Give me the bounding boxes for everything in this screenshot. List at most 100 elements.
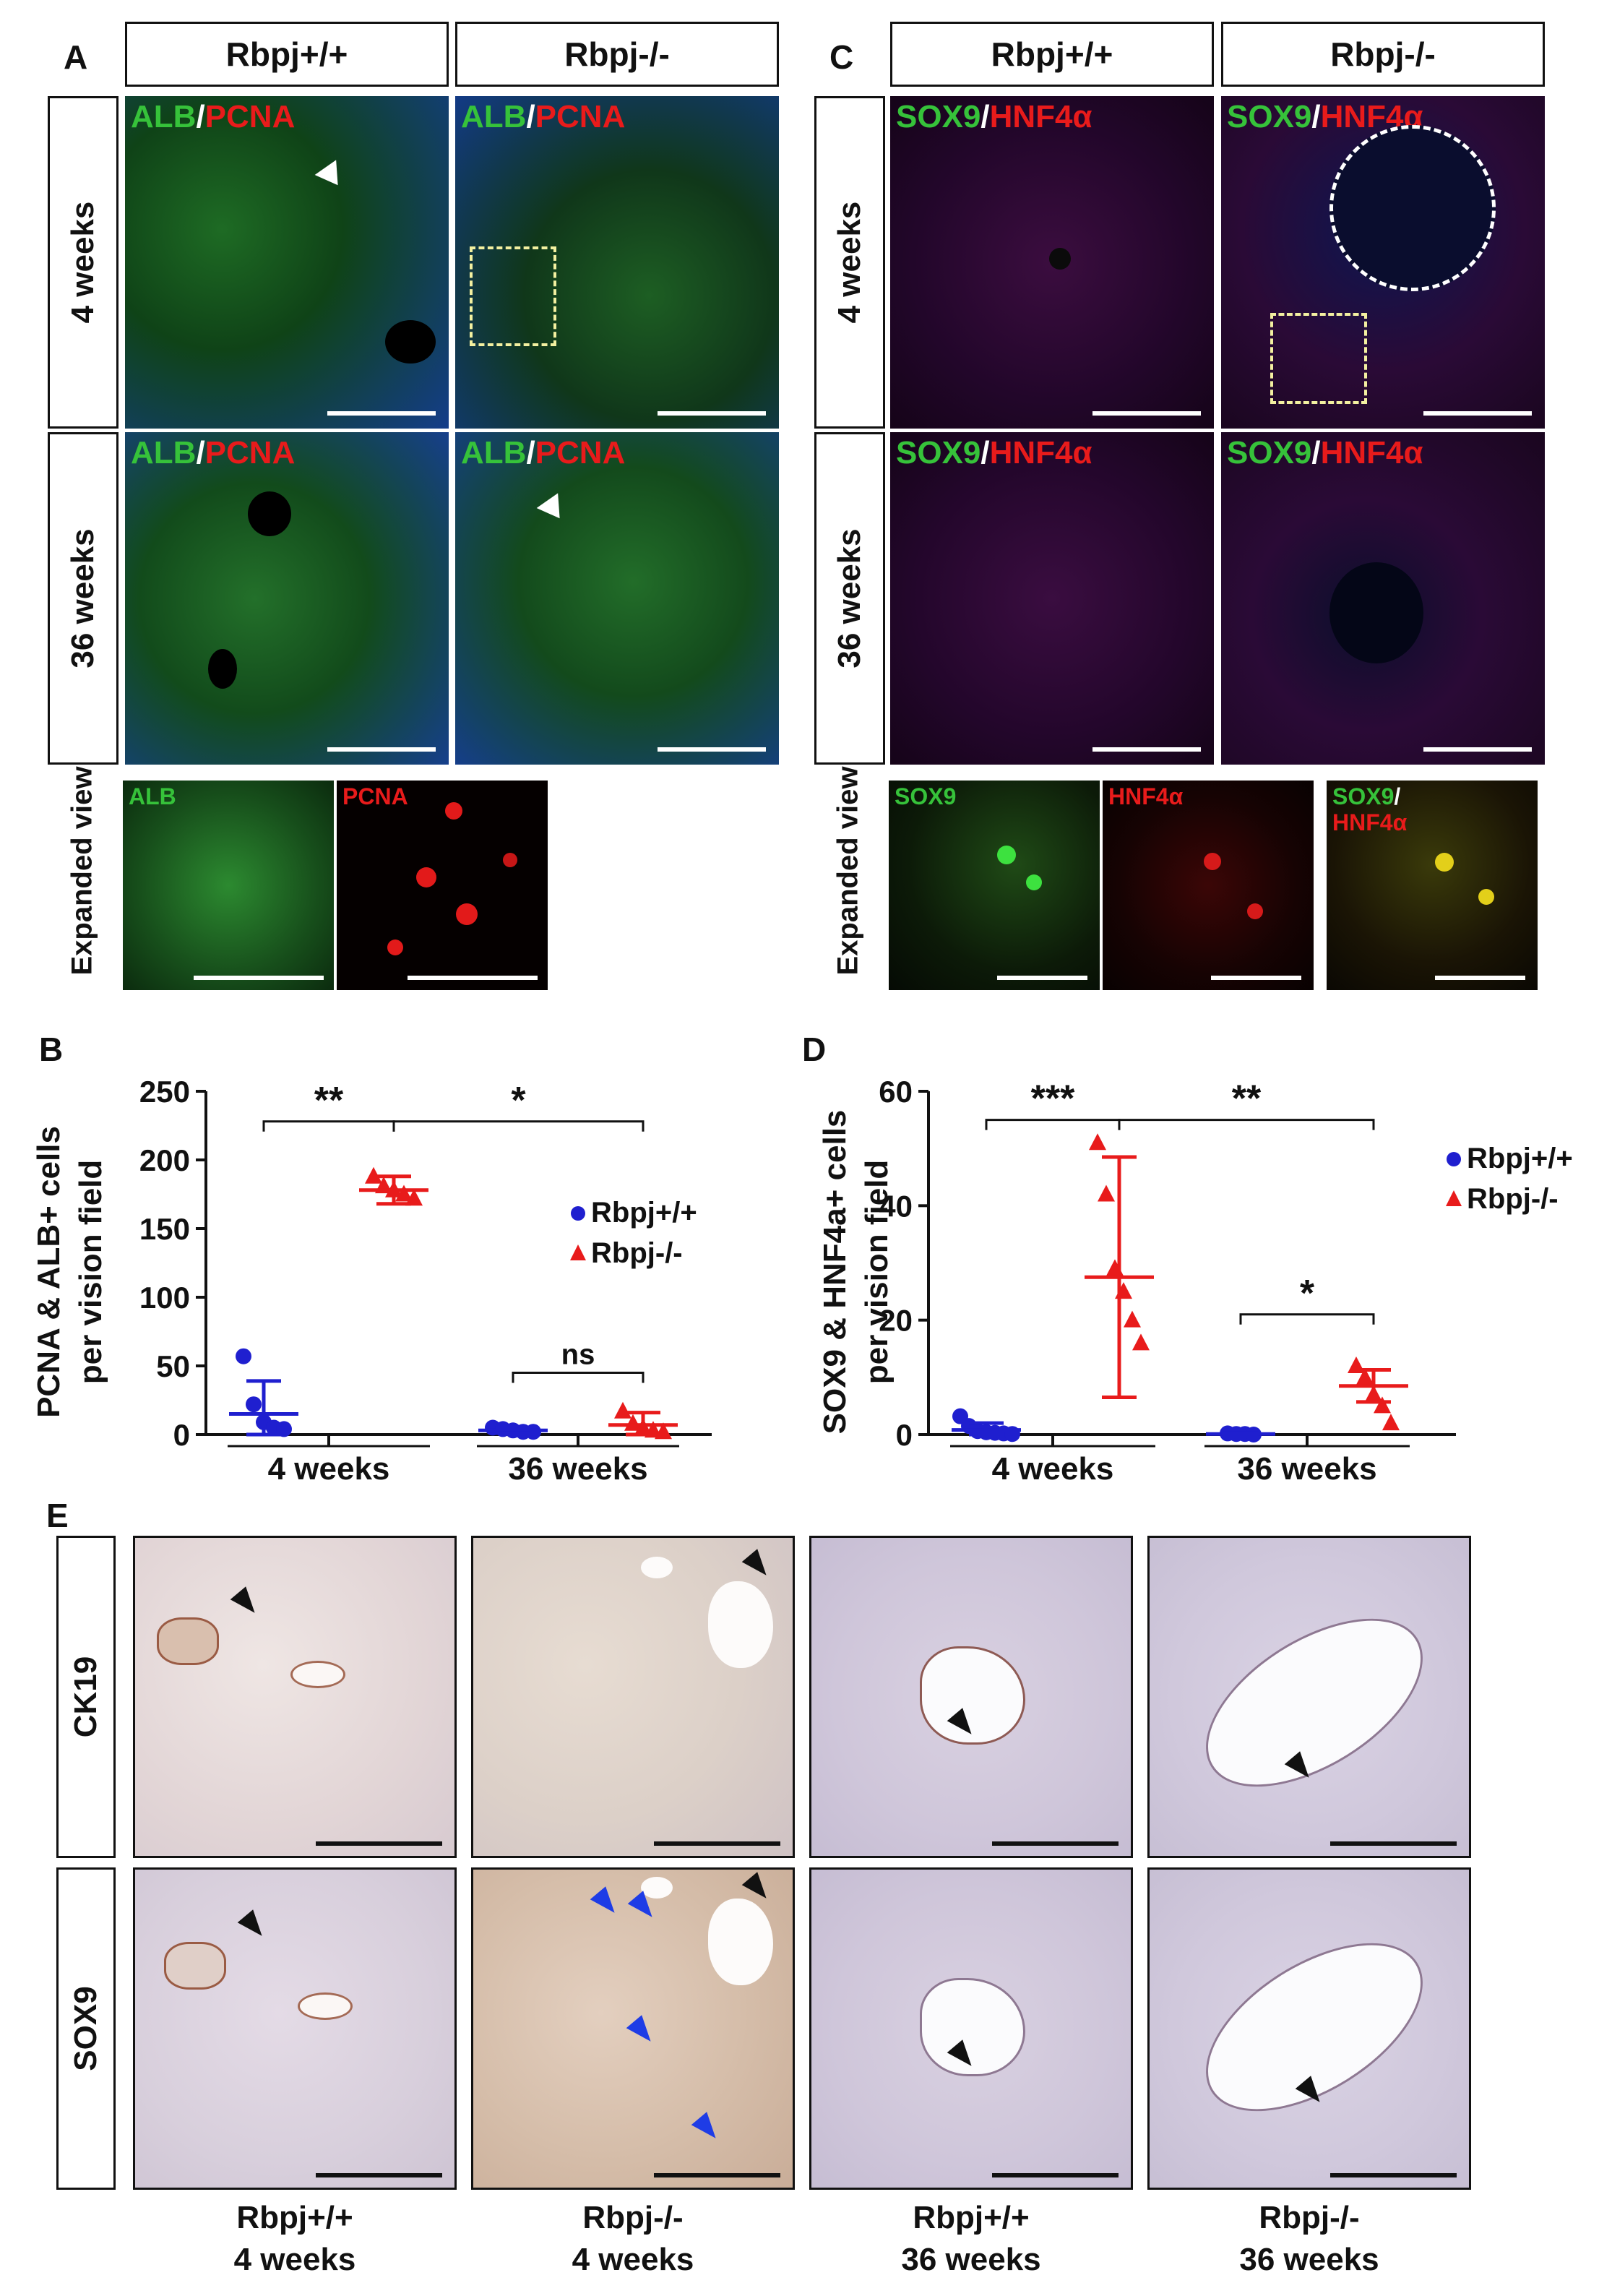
nucleus (1478, 889, 1494, 905)
vessel (1329, 562, 1423, 663)
panel-c-image-wt-36wk: SOX9/HNF4α (890, 432, 1214, 765)
data-point (1124, 1310, 1141, 1328)
data-point (365, 1166, 382, 1184)
ihc-ck19-ko-4wk (471, 1536, 795, 1858)
ihc-sox9-wt-4wk (133, 1867, 457, 2190)
significance-label: * (511, 1080, 526, 1122)
nucleus (387, 940, 403, 955)
y-tick-label: 50 (156, 1349, 190, 1383)
chart-d-ylabel-line-2: per vision field (859, 1160, 895, 1385)
x-category-label: 4 weeks (992, 1451, 1114, 1487)
panel-c-image-ko-4wk: SOX9/HNF4α (1221, 96, 1545, 429)
y-tick-label: 60 (879, 1075, 913, 1109)
scale-bar (1330, 1841, 1457, 1846)
significance-label: * (1300, 1273, 1315, 1315)
data-point (1098, 1184, 1115, 1202)
data-point (1382, 1414, 1400, 1431)
vessel (1049, 248, 1071, 270)
panel-e-col-label-3: Rbpj+/+ 36 weeks (901, 2200, 1041, 2277)
blue-arrow-icon (590, 1886, 623, 1919)
panel-a-expanded-alb: ALB (123, 781, 334, 990)
vessel (298, 1992, 353, 2020)
chart-b: PCNA & ALB+ cells per vision field 0 50 10… (31, 1075, 712, 1487)
y-tick-label: 100 (139, 1281, 190, 1315)
data-point (614, 1401, 632, 1419)
panel-c-expanded-label: Expanded view (832, 766, 864, 976)
panel-c-expanded-merge: SOX9/HNF4α (1327, 781, 1538, 990)
significance-bracket (262, 1120, 395, 1132)
blue-arrow-icon (626, 2015, 659, 2048)
ihc-sox9-ko-4wk (471, 1867, 795, 2190)
nucleus (1026, 874, 1042, 890)
panel-a-image-ko-36wk: ALB/PCNA (455, 432, 779, 765)
ihc-ck19-ko-36wk (1147, 1536, 1471, 1858)
nucleus (456, 903, 478, 925)
zoom-region-box (470, 246, 556, 346)
chart-b-ylabel-line-1: PCNA & ALB+ cells (31, 1126, 66, 1418)
scale-bar (654, 2173, 780, 2177)
data-point (246, 1396, 262, 1413)
panel-a-image-ko-4wk: ALB/PCNA (455, 96, 779, 429)
y-tick-label: 0 (173, 1418, 190, 1452)
stain-label: ALB/PCNA (131, 435, 296, 470)
panel-c-image-ko-36wk: SOX9/HNF4α (1221, 432, 1545, 765)
significance-label: *** (1031, 1078, 1075, 1120)
panel-e-row-label-ck19: CK19 (56, 1536, 116, 1858)
nucleus (1435, 853, 1454, 872)
panel-c-expanded-sox9: SOX9 (889, 781, 1100, 990)
vessel (208, 649, 237, 689)
panel-c-expanded-hnf4a: HNF4α (1103, 781, 1314, 990)
nucleus (1204, 853, 1221, 870)
data-point (236, 1348, 251, 1364)
legend-label: Rbpj+/+ (1467, 1143, 1573, 1174)
y-tick-label: 40 (879, 1189, 913, 1223)
stain-label: SOX9/HNF4α (1227, 435, 1423, 470)
scale-bar (1092, 747, 1201, 752)
scale-bar (654, 1841, 780, 1846)
panel-letter-d: D (802, 1031, 827, 1068)
chart-d-ylabel: SOX9 & HNF4a+ cells per vision field (817, 1110, 895, 1435)
nucleus (445, 802, 462, 820)
vessel (290, 1661, 345, 1688)
stain-label: ALB/PCNA (131, 99, 296, 134)
scale-bar (1211, 976, 1301, 980)
chart-b-ylabel: PCNA & ALB+ cells per vision field (31, 1126, 108, 1418)
stain-label: ALB/PCNA (461, 99, 626, 134)
panel-letter-b: B (39, 1031, 64, 1068)
scale-bar (327, 411, 436, 416)
black-arrow-icon (237, 1909, 270, 1943)
data-point (1374, 1396, 1391, 1414)
panel-e-col-label-2: Rbpj-/- 4 weeks (572, 2200, 694, 2277)
stain-label: SOX9/HNF4α (1227, 99, 1423, 134)
data-point (1089, 1133, 1106, 1151)
panel-letter-e: E (46, 1497, 69, 1534)
scale-bar (658, 747, 766, 752)
panel-e-col-label-1: Rbpj+/+ 4 weeks (233, 2200, 356, 2277)
y-tick-label: 200 (139, 1143, 190, 1177)
scale-bar (408, 976, 538, 980)
panel-a-image-wt-36wk: ALB/PCNA (125, 432, 449, 765)
panel-letter-c: C (829, 38, 854, 76)
scale-bar (1092, 411, 1201, 416)
data-point (395, 1184, 413, 1202)
panel-c-row-label-4wk: 4 weeks (814, 96, 885, 429)
significance-label: ns (561, 1339, 595, 1371)
nucleus (503, 853, 517, 867)
vessel (248, 491, 291, 536)
x-category-label: 36 weeks (1237, 1451, 1376, 1487)
scale-bar (992, 2173, 1119, 2177)
y-tick-label: 150 (139, 1212, 190, 1246)
vessel (641, 1877, 673, 1899)
ihc-sox9-wt-36wk (809, 1867, 1133, 2190)
panel-a-col-header-ko: Rbpj-/- (455, 22, 779, 87)
legend-marker (571, 1206, 585, 1221)
scale-bar (997, 976, 1087, 980)
vessel (920, 1646, 1025, 1745)
nucleus (416, 867, 436, 887)
chart-d: SOX9 & HNF4a+ cells per vision field 0 20… (817, 1075, 1573, 1487)
vessel (385, 320, 436, 364)
chart-d-ylabel-line-1: SOX9 & HNF4a+ cells (817, 1110, 853, 1435)
panel-a-expanded-pcna: PCNA (337, 781, 548, 990)
data-point (405, 1189, 423, 1206)
legend-label: Rbpj+/+ (591, 1197, 697, 1229)
